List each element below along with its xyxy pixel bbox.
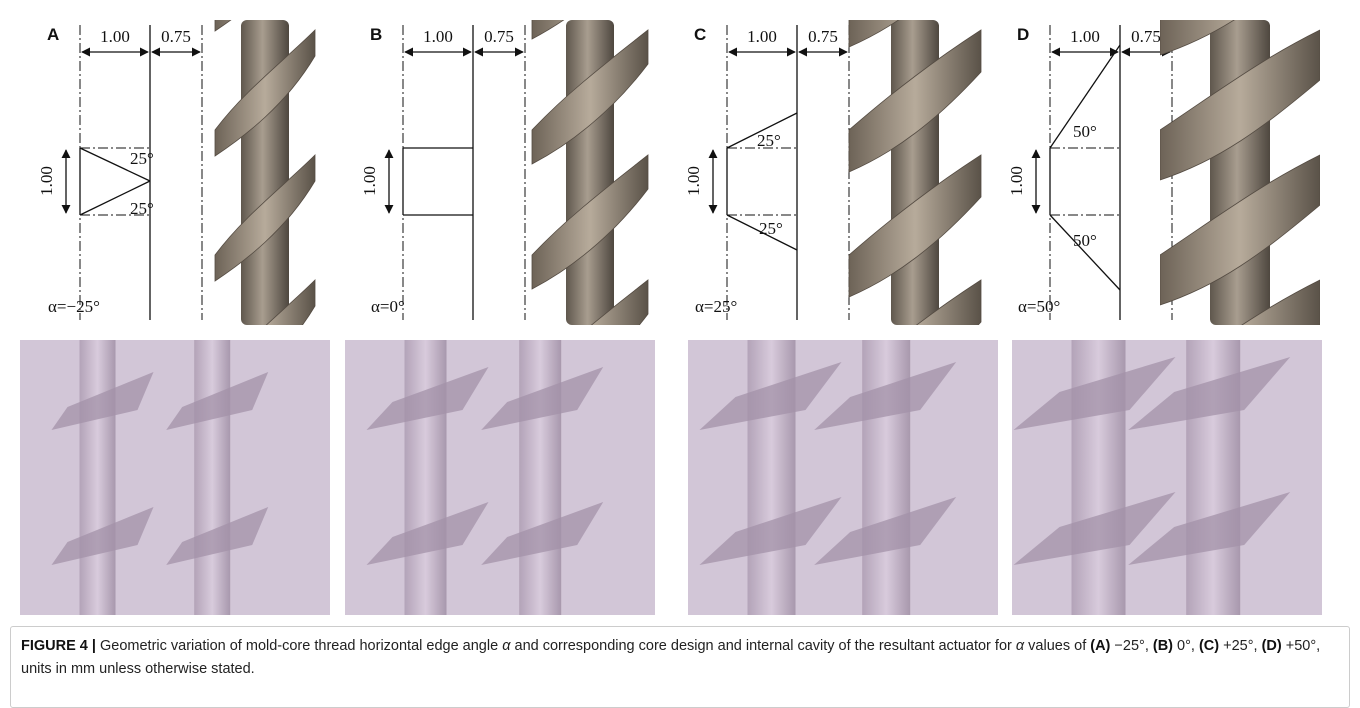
helix-band xyxy=(1241,279,1320,325)
mold-thread xyxy=(1128,357,1291,430)
caption-items: (A) −25°, (B) 0°, (C) +25°, (D) +50°, xyxy=(1090,638,1320,654)
caption-item-text: +25°, xyxy=(1219,638,1262,654)
angle-label: 50° xyxy=(1073,122,1097,141)
mold-thread xyxy=(1128,492,1291,565)
caption-item-label: (C) xyxy=(1198,638,1220,654)
width-label: 1.00 xyxy=(747,27,777,46)
height-label: 1.00 xyxy=(37,166,56,196)
helix-band xyxy=(531,29,649,165)
helix-band xyxy=(214,154,316,282)
caption-text: values of xyxy=(1024,638,1091,654)
helix-band xyxy=(1160,20,1235,56)
figure: A 1.00 0.75 1.00 25° 25° α=−25° B 1.00 0.75 1.00 α=… xyxy=(20,20,1322,615)
panel-label: A xyxy=(47,25,59,44)
diagram-line xyxy=(79,180,151,216)
caption-item-text: +50°, xyxy=(1281,638,1321,654)
caption-text: and corresponding core design and intern… xyxy=(510,638,1016,654)
mold-thread xyxy=(814,362,957,430)
height-label: 1.00 xyxy=(684,166,703,196)
mold-thread xyxy=(166,507,269,565)
mold-thread xyxy=(699,497,842,565)
alpha-label: α=0° xyxy=(371,297,405,316)
helix-band xyxy=(1160,29,1320,181)
mold-thread xyxy=(481,367,604,430)
angle-label: 25° xyxy=(130,149,154,168)
caption-text: Geometric variation of mold-core thread … xyxy=(95,638,503,654)
width-label: 1.00 xyxy=(423,27,453,46)
angle-label: 25° xyxy=(757,131,781,150)
helix-band xyxy=(531,20,565,40)
diagram-line xyxy=(726,112,798,149)
mold-thread xyxy=(814,497,957,565)
mold-channel xyxy=(194,340,231,615)
angle-label: 50° xyxy=(1073,231,1097,250)
width-label: 1.00 xyxy=(1070,27,1100,46)
panel-label: D xyxy=(1017,25,1029,44)
helix-band xyxy=(848,20,900,48)
helix-band xyxy=(265,279,316,325)
helix-band xyxy=(916,279,982,325)
mold-thread xyxy=(699,362,842,430)
gap-label: 0.75 xyxy=(808,27,838,46)
gap-label: 0.75 xyxy=(161,27,191,46)
helix-band xyxy=(848,29,982,173)
height-label: 1.00 xyxy=(1007,166,1026,196)
panel-label: B xyxy=(370,25,382,44)
mold-thread xyxy=(1013,492,1176,565)
gap-label: 0.75 xyxy=(1131,27,1161,46)
mold-block xyxy=(1012,340,1322,615)
mold-thread xyxy=(166,372,269,430)
helix-band xyxy=(214,29,316,157)
caption-item-text: 0°, xyxy=(1173,638,1199,654)
mold-thread xyxy=(481,502,604,565)
helix-band xyxy=(848,154,982,298)
mold-thread xyxy=(1013,357,1176,430)
mold-block xyxy=(20,340,330,615)
helix-band xyxy=(1160,154,1320,306)
width-label: 1.00 xyxy=(100,27,130,46)
mold-channel xyxy=(79,340,116,615)
height-label: 1.00 xyxy=(360,166,379,196)
mold-thread xyxy=(51,372,154,430)
alpha-label: α=50° xyxy=(1018,297,1060,316)
panel-label: C xyxy=(694,25,706,44)
caption: FIGURE 4 | Geometric variation of mold-c… xyxy=(10,626,1350,708)
caption-item-label: (B) xyxy=(1152,638,1174,654)
helix-band xyxy=(531,154,649,290)
helix-band xyxy=(590,279,649,325)
mold-channel xyxy=(519,340,562,615)
caption-symbol: α xyxy=(1015,638,1025,654)
diagram-line xyxy=(726,214,798,251)
mold-block xyxy=(345,340,655,615)
gap-label: 0.75 xyxy=(484,27,514,46)
mold-thread xyxy=(51,507,154,565)
diagram-line xyxy=(1049,214,1121,291)
angle-label: 25° xyxy=(130,199,154,218)
caption-lead: FIGURE 4 | xyxy=(21,638,96,654)
caption-symbol: α xyxy=(502,638,511,654)
diagram-line xyxy=(1049,44,1121,149)
alpha-label: α=−25° xyxy=(48,297,100,316)
mold-thread xyxy=(366,367,489,430)
helix-band xyxy=(214,20,232,32)
caption-text: units in mm unless otherwise stated. xyxy=(21,661,255,677)
caption-item-label: (D) xyxy=(1261,638,1282,654)
diagram-line xyxy=(79,147,151,182)
angle-label: 25° xyxy=(759,219,783,238)
mold-thread xyxy=(366,502,489,565)
mold-block xyxy=(688,340,998,615)
alpha-label: α=25° xyxy=(695,297,737,316)
mold-channel xyxy=(404,340,447,615)
caption-item-label: (A) xyxy=(1090,638,1111,654)
caption-item-text: −25°, xyxy=(1110,638,1153,654)
